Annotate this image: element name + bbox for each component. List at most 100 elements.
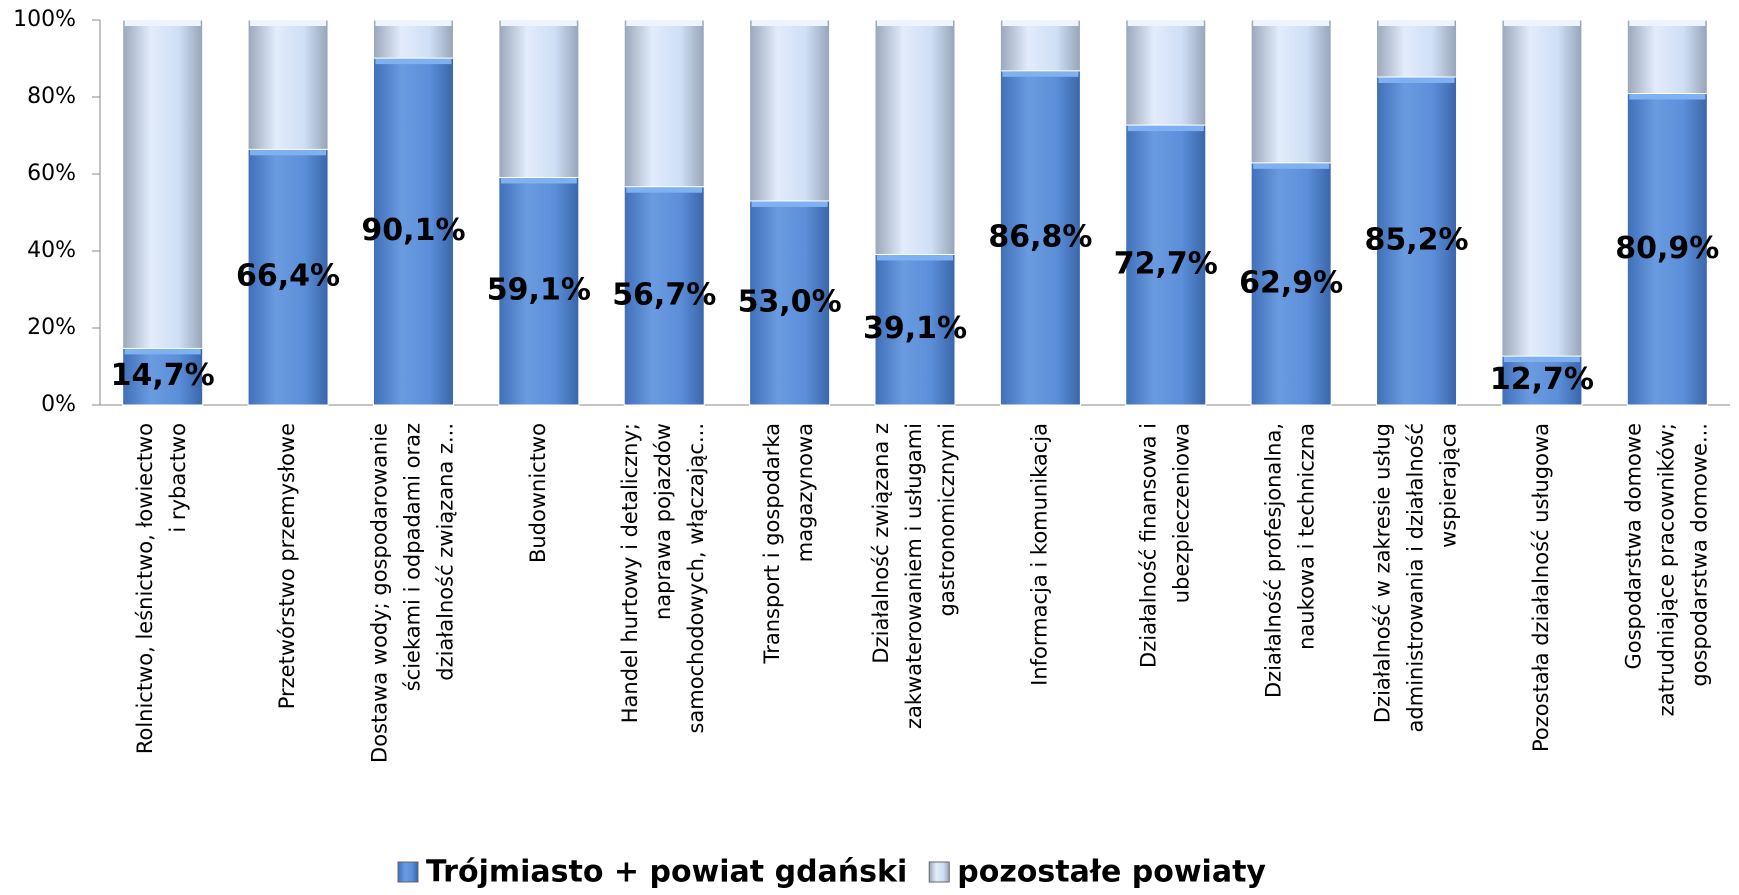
bar-cap: [877, 254, 953, 261]
bar-segment: [999, 19, 1081, 72]
x-tick-label: Działalność w zakresie usług administrowa…: [1371, 423, 1461, 732]
bar-segment: [999, 70, 1081, 406]
bar-cap: [124, 348, 201, 355]
bar-segment: [498, 176, 580, 406]
bar-cap: [500, 177, 577, 184]
bar-cap: [375, 20, 452, 26]
x-tick-label: Transport i gospodarka magazynowa: [760, 423, 817, 665]
bar-segment: [1376, 76, 1458, 406]
x-tick-label-line: ubezpieczeniowa: [1169, 423, 1193, 603]
data-label: 59,1%: [487, 273, 591, 308]
x-tick-label-line: zatrudniające pracowników;: [1654, 423, 1678, 716]
data-label: 90,1%: [361, 213, 465, 248]
x-tick-label-line: magazynowa: [793, 423, 817, 562]
x-tick-label-line: Działalność w zakresie usług: [1371, 423, 1395, 723]
bar-cap: [1253, 162, 1330, 169]
bar-cap: [1503, 20, 1580, 26]
bar-segment: [1125, 124, 1207, 406]
x-tick-label-line: Przetwórstwo przemysłowe: [275, 423, 299, 709]
bar-segment: [1250, 19, 1332, 164]
x-tick-label: Działalność finansowa i ubezpieczeniowa: [1136, 423, 1193, 668]
x-tick-label-line: Dostawa wody; gospodarowanie: [367, 423, 391, 763]
bar-cap: [1629, 20, 1706, 26]
bar-segment: [1250, 162, 1332, 406]
x-tick-label: Dostawa wody; gospodarowanie ściekami i o…: [367, 423, 457, 763]
x-tick-label-line: gospodarstwa domowe...: [1687, 423, 1711, 687]
x-tick-label-line: administrowania i działalność: [1404, 423, 1428, 732]
bar-cap: [751, 20, 828, 26]
bar-cap: [626, 20, 703, 26]
bar-segment: [372, 19, 454, 59]
data-label: 80,9%: [1615, 231, 1719, 266]
x-tick-label: Pozostała działalność usługowa: [1529, 423, 1553, 752]
x-tick-label: Działalność profesjonalna, naukowa i tech…: [1262, 423, 1319, 698]
x-tick-label-line: samochodowych, włączając...: [684, 423, 708, 734]
legend-label: pozostałe powiaty: [957, 855, 1266, 890]
bar-cap: [751, 200, 828, 207]
bar-segment: [1501, 355, 1583, 406]
bar-cap: [1378, 76, 1455, 83]
x-tick-label-line: Budownictwo: [526, 423, 550, 563]
x-tick-label-line: Transport i gospodarka: [760, 423, 784, 665]
bar-cap: [124, 20, 201, 26]
data-label: 56,7%: [612, 277, 716, 312]
bar-segment: [122, 19, 204, 349]
bar-segment: [1376, 19, 1458, 78]
data-label: 72,7%: [1114, 247, 1218, 282]
bar-segment: [1125, 19, 1207, 126]
x-tick-label-line: zakwaterowaniem i usługami: [902, 423, 926, 729]
bar-cap: [1253, 20, 1330, 26]
bar-segment: [874, 253, 956, 406]
x-tick-label: Gospodarstwa domowe zatrudniające pracown…: [1621, 423, 1711, 716]
y-tick-label: 60%: [27, 161, 76, 186]
x-tick-label: Handel hurtowy i detaliczny; naprawa poja…: [618, 423, 708, 734]
bar-segment: [623, 19, 705, 188]
x-tick-label: Informacja i komunikacja: [1027, 423, 1051, 686]
data-label: 86,8%: [988, 219, 1092, 254]
y-tick-label: 100%: [13, 7, 76, 32]
bar-cap: [250, 20, 327, 26]
bar-segment: [1626, 93, 1708, 406]
y-tick-label: 20%: [27, 315, 76, 340]
data-label: 14,7%: [111, 358, 215, 393]
bar-segment: [247, 19, 329, 150]
bar-segment: [122, 347, 204, 406]
bar-cap: [1127, 125, 1204, 132]
data-label: 85,2%: [1364, 222, 1468, 257]
y-tick-label: 80%: [27, 84, 76, 109]
x-tick-label-line: Działalność związana z: [869, 423, 893, 664]
bar-segment: [247, 148, 329, 406]
x-tick-label-line: Informacja i komunikacja: [1027, 423, 1051, 686]
data-label: 12,7%: [1490, 362, 1594, 397]
legend-swatch: [397, 861, 419, 883]
bar-cap: [1002, 70, 1079, 77]
bar-cap: [626, 186, 703, 193]
data-label: 39,1%: [863, 311, 967, 346]
bar-segment: [372, 57, 454, 406]
legend-label: Trójmiasto + powiat gdański: [426, 855, 907, 890]
x-tick-label: Rolnictwo, leśnictwo, łowiectwo i rybactw…: [133, 423, 190, 754]
bar-segment: [749, 19, 831, 202]
data-label: 53,0%: [738, 284, 842, 319]
x-tick-label-line: Gospodarstwa domowe: [1621, 423, 1645, 670]
data-label: 62,9%: [1239, 265, 1343, 300]
bar-cap: [375, 58, 452, 65]
x-tick-label-line: Działalność profesjonalna,: [1262, 423, 1286, 698]
bar-segment: [874, 19, 956, 255]
x-tick-label: Działalność związana z zakwaterowaniem i …: [869, 423, 959, 729]
x-tick-label-line: gastronomicznymi: [935, 423, 959, 616]
bar-segment: [1626, 19, 1708, 95]
x-tick-label-line: naukowa i techniczna: [1295, 423, 1319, 650]
x-tick-label-line: i rybactwo: [166, 423, 190, 533]
x-tick-label-line: Handel hurtowy i detaliczny;: [618, 423, 642, 723]
bar-cap: [1503, 356, 1580, 363]
bar-segment: [1501, 19, 1583, 357]
bar-cap: [500, 20, 577, 26]
y-tick-label: 0%: [41, 392, 76, 417]
x-tick-label-line: Rolnictwo, leśnictwo, łowiectwo: [133, 423, 157, 754]
x-tick-label-line: wspierająca: [1437, 423, 1461, 548]
bar-segment: [623, 186, 705, 406]
x-tick-label-line: ściekami i odpadami oraz: [400, 423, 424, 691]
x-tick-label: Budownictwo: [526, 423, 550, 563]
